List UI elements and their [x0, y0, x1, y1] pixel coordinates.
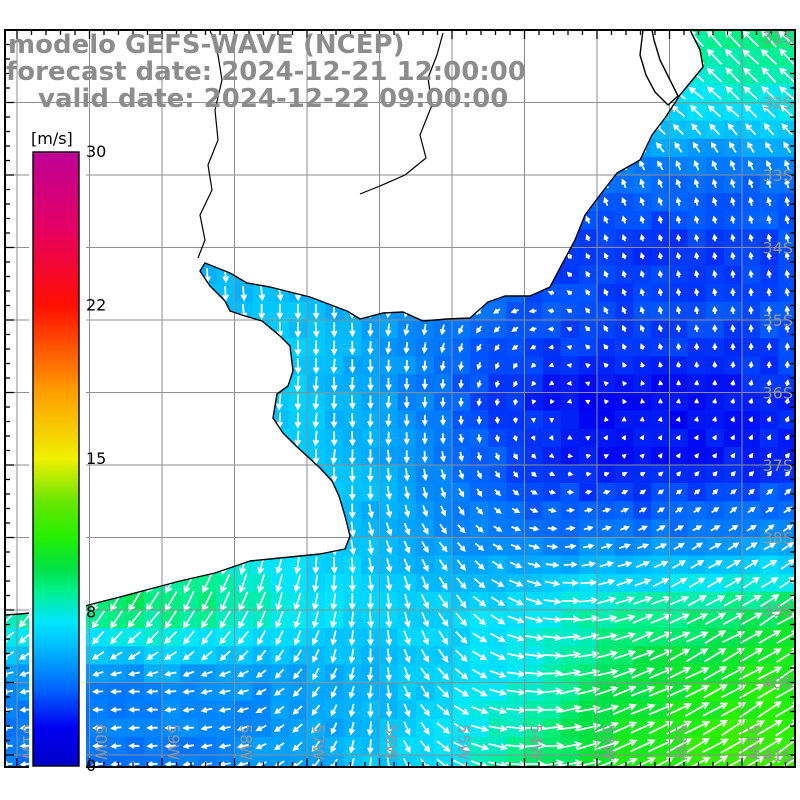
svg-text:31S: 31S: [762, 28, 793, 47]
svg-text:55W: 55W: [454, 724, 473, 760]
longitude-labels: 61W 60W 59W 58W 57W 56W 55W 54W 53W 52W 51W: [19, 724, 763, 760]
title-block: modelo GEFS-WAVE (NCEP) forecast date: 2…: [6, 30, 526, 114]
svg-text:58W: 58W: [237, 724, 256, 760]
svg-text:56W: 56W: [382, 724, 401, 760]
svg-text:39S: 39S: [762, 601, 793, 620]
svg-text:8: 8: [86, 603, 96, 622]
svg-text:15: 15: [86, 449, 106, 468]
lagoon-patos: [639, 29, 679, 106]
river-negro: [359, 32, 444, 195]
svg-text:35S: 35S: [762, 311, 793, 330]
svg-text:40S: 40S: [762, 674, 793, 693]
colorbar-unit-label: [m/s]: [31, 129, 73, 148]
svg-text:36S: 36S: [762, 384, 793, 403]
coastline: [4, 29, 704, 616]
svg-text:38S: 38S: [762, 529, 793, 548]
forecast-date-label: forecast date: 2024-12-21 12:00:00: [6, 57, 526, 87]
graticule-layer: [5, 29, 795, 767]
coastline-layer: [4, 29, 704, 616]
river-uruguay: [197, 29, 223, 259]
colorbar: [m/s] 30 22 15 8 0: [29, 129, 106, 775]
svg-text:0: 0: [86, 756, 96, 775]
svg-text:33S: 33S: [762, 166, 793, 185]
svg-text:52W: 52W: [672, 724, 691, 760]
svg-text:30: 30: [86, 142, 106, 161]
map-frame: [4, 29, 796, 768]
latitude-labels: 31S 32S 33S 34S 35S 36S 37S 38S 39S 40S 41S: [762, 28, 793, 765]
valid-date-label: valid date: 2024-12-22 09:00:00: [38, 84, 508, 114]
colorbar-gradient-bar: [32, 151, 80, 767]
svg-text:22: 22: [86, 296, 106, 315]
svg-text:34S: 34S: [762, 239, 793, 258]
svg-text:60W: 60W: [92, 724, 111, 760]
map-title: modelo GEFS-WAVE (NCEP): [8, 30, 404, 60]
svg-text:32S: 32S: [762, 94, 793, 113]
svg-text:59W: 59W: [164, 724, 183, 760]
svg-text:57W: 57W: [309, 724, 328, 760]
svg-text:37S: 37S: [762, 456, 793, 475]
svg-text:51W: 51W: [744, 724, 763, 760]
svg-text:41S: 41S: [762, 746, 793, 765]
colorbar-tick-labels: 30 22 15 8 0: [86, 142, 106, 775]
svg-text:54W: 54W: [527, 724, 546, 760]
svg-text:53W: 53W: [599, 724, 618, 760]
